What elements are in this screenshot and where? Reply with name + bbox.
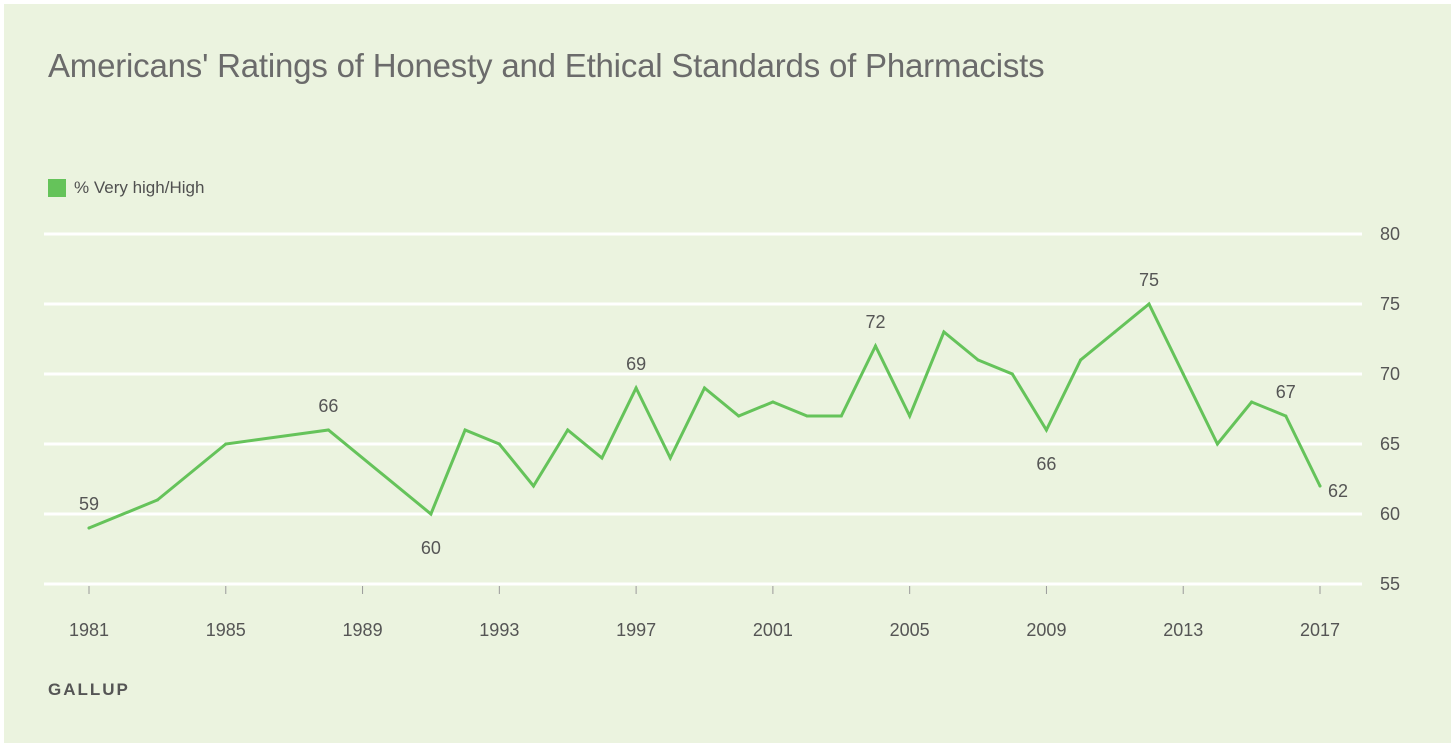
data-point: [429, 512, 433, 516]
x-tick-label: 1993: [479, 620, 519, 640]
data-point: [703, 386, 706, 390]
data-point: [155, 498, 159, 502]
data-label: 59: [79, 494, 99, 514]
data-point: [1318, 484, 1322, 488]
x-tick-label: 2005: [890, 620, 930, 640]
x-tick-label: 1985: [206, 620, 246, 640]
x-tick-label: 1997: [616, 620, 656, 640]
data-point: [668, 456, 672, 460]
data-point: [1284, 414, 1288, 418]
data-label: 75: [1139, 270, 1159, 290]
source-brand: GALLUP: [48, 680, 130, 699]
series-layer: [87, 301, 1322, 530]
label-layer: 59 66 60 69 72 66 75 67 62: [79, 270, 1348, 558]
legend-swatch: [48, 179, 66, 197]
x-tick-label: 1981: [69, 620, 109, 640]
data-point: [1215, 442, 1219, 446]
data-point: [497, 442, 501, 446]
data-point: [771, 400, 775, 404]
data-point: [839, 414, 843, 418]
y-tick-label: 60: [1380, 504, 1400, 524]
x-tick-label: 2013: [1163, 620, 1203, 640]
grid-layer: [44, 232, 1362, 586]
data-point: [1181, 372, 1185, 376]
chart-title: Americans' Ratings of Honesty and Ethica…: [48, 47, 1045, 84]
y-tick-label: 65: [1380, 434, 1400, 454]
data-point: [873, 344, 877, 348]
axis-layer: 55 60 65 70 75 80 1981 1985 1989 1993 1997 2001 2005…: [69, 224, 1400, 640]
y-tick-label: 55: [1380, 574, 1400, 594]
y-tick-label: 70: [1380, 364, 1400, 384]
x-tick-label: 2009: [1026, 620, 1066, 640]
data-point: [1147, 302, 1151, 306]
data-label: 67: [1276, 382, 1296, 402]
data-label: 66: [318, 396, 338, 416]
data-point: [1044, 428, 1048, 432]
series-line: [87, 301, 1322, 530]
legend: % Very high/High: [48, 177, 204, 199]
data-label: 69: [626, 354, 646, 374]
y-tick-label: 80: [1380, 224, 1400, 244]
data-label: 72: [865, 312, 885, 332]
legend-label: % Very high/High: [74, 178, 205, 197]
data-point: [326, 428, 330, 432]
data-point: [532, 484, 536, 488]
data-point: [634, 386, 638, 390]
data-point: [1010, 372, 1014, 376]
data-point: [1250, 400, 1254, 404]
data-point: [1079, 358, 1083, 362]
data-label: 62: [1328, 481, 1348, 501]
data-point: [224, 442, 228, 446]
data-point: [942, 330, 946, 334]
x-tick-label: 2017: [1300, 620, 1340, 640]
data-point: [976, 358, 980, 362]
data-point: [566, 428, 570, 432]
data-label: 66: [1036, 454, 1056, 474]
data-point: [600, 456, 604, 460]
y-tick-label: 75: [1380, 294, 1400, 314]
x-tick-label: 1989: [343, 620, 383, 640]
data-point: [87, 526, 91, 530]
data-point: [908, 414, 912, 418]
data-point: [463, 428, 467, 432]
x-tick-label: 2001: [753, 620, 793, 640]
data-point: [1113, 330, 1117, 334]
data-label: 60: [421, 538, 441, 558]
data-point: [737, 414, 741, 418]
data-point: [805, 414, 809, 418]
